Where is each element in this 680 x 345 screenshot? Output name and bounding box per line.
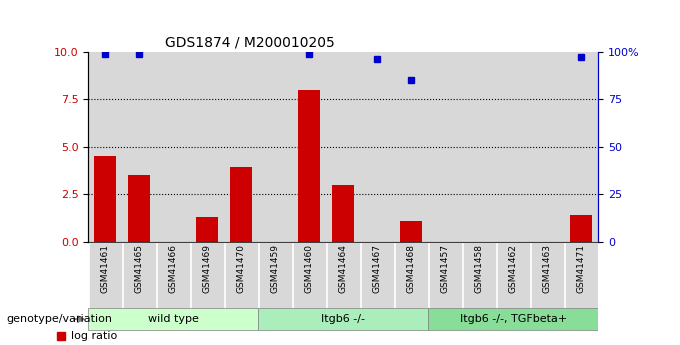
Bar — [292, 52, 326, 241]
FancyBboxPatch shape — [293, 242, 326, 310]
Bar — [88, 52, 122, 241]
Text: GSM41468: GSM41468 — [407, 244, 416, 293]
Bar — [190, 52, 224, 241]
Text: GSM41469: GSM41469 — [203, 244, 212, 293]
FancyBboxPatch shape — [361, 242, 394, 310]
Bar — [299, 90, 320, 242]
Text: GSM41471: GSM41471 — [577, 244, 586, 293]
Text: GSM41458: GSM41458 — [475, 244, 484, 293]
Bar — [462, 52, 496, 241]
Bar — [231, 168, 252, 241]
FancyBboxPatch shape — [225, 242, 258, 310]
Text: GSM41470: GSM41470 — [237, 244, 246, 293]
Bar — [496, 52, 530, 241]
Bar — [333, 185, 354, 242]
Bar — [571, 215, 592, 242]
Bar — [197, 217, 218, 241]
FancyBboxPatch shape — [258, 308, 428, 330]
Text: log ratio: log ratio — [71, 331, 118, 341]
FancyBboxPatch shape — [157, 242, 190, 310]
Text: genotype/variation: genotype/variation — [7, 314, 113, 324]
Text: GDS1874 / M200010205: GDS1874 / M200010205 — [165, 35, 335, 49]
Text: wild type: wild type — [148, 314, 199, 324]
FancyBboxPatch shape — [89, 242, 122, 310]
FancyBboxPatch shape — [428, 308, 598, 330]
Text: GSM41461: GSM41461 — [101, 244, 110, 293]
Text: GSM41466: GSM41466 — [169, 244, 178, 293]
FancyBboxPatch shape — [497, 242, 530, 310]
FancyBboxPatch shape — [463, 242, 496, 310]
Bar — [428, 52, 462, 241]
Text: GSM41459: GSM41459 — [271, 244, 280, 293]
Text: GSM41460: GSM41460 — [305, 244, 314, 293]
Bar — [394, 52, 428, 241]
Bar — [360, 52, 394, 241]
Bar — [156, 52, 190, 241]
Text: GSM41463: GSM41463 — [543, 244, 552, 293]
Bar — [326, 52, 360, 241]
Text: GSM41465: GSM41465 — [135, 244, 144, 293]
Text: Itgb6 -/-: Itgb6 -/- — [322, 314, 365, 324]
Bar — [224, 52, 258, 241]
Bar — [401, 221, 422, 242]
Text: GSM41467: GSM41467 — [373, 244, 382, 293]
FancyBboxPatch shape — [429, 242, 462, 310]
Bar — [122, 52, 156, 241]
Text: GSM41464: GSM41464 — [339, 244, 348, 293]
FancyBboxPatch shape — [395, 242, 428, 310]
Bar — [95, 156, 116, 241]
FancyBboxPatch shape — [191, 242, 224, 310]
FancyBboxPatch shape — [259, 242, 292, 310]
Text: GSM41457: GSM41457 — [441, 244, 450, 293]
FancyBboxPatch shape — [88, 308, 258, 330]
Bar — [129, 175, 150, 241]
FancyBboxPatch shape — [327, 242, 360, 310]
Text: Itgb6 -/-, TGFbeta+: Itgb6 -/-, TGFbeta+ — [460, 314, 567, 324]
Bar — [564, 52, 598, 241]
Bar — [258, 52, 292, 241]
FancyBboxPatch shape — [565, 242, 598, 310]
FancyBboxPatch shape — [531, 242, 564, 310]
FancyBboxPatch shape — [123, 242, 156, 310]
Bar — [530, 52, 564, 241]
Text: GSM41462: GSM41462 — [509, 244, 518, 293]
